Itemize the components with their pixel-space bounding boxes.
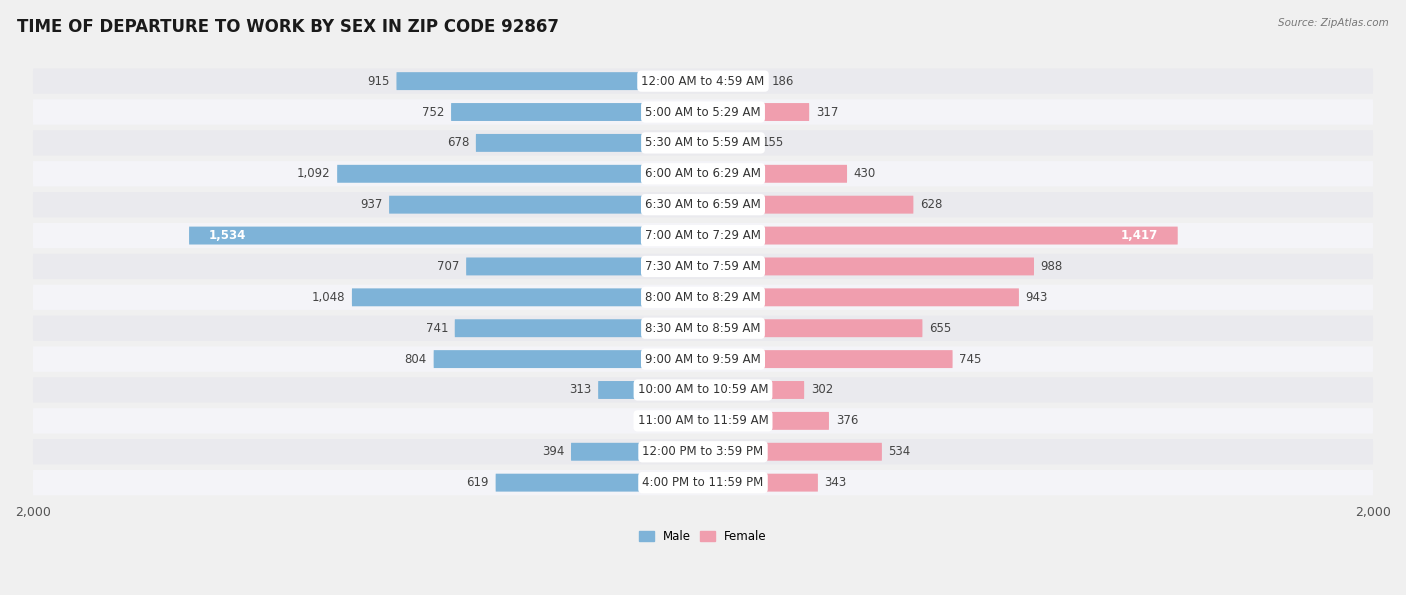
FancyBboxPatch shape <box>467 258 703 275</box>
FancyBboxPatch shape <box>496 474 703 491</box>
Text: 317: 317 <box>815 105 838 118</box>
Text: 1,534: 1,534 <box>209 229 246 242</box>
FancyBboxPatch shape <box>703 320 922 337</box>
FancyBboxPatch shape <box>703 196 914 214</box>
FancyBboxPatch shape <box>32 439 1374 465</box>
Text: 6:30 AM to 6:59 AM: 6:30 AM to 6:59 AM <box>645 198 761 211</box>
FancyBboxPatch shape <box>451 103 703 121</box>
Text: 8:30 AM to 8:59 AM: 8:30 AM to 8:59 AM <box>645 322 761 335</box>
Text: 5:30 AM to 5:59 AM: 5:30 AM to 5:59 AM <box>645 136 761 149</box>
FancyBboxPatch shape <box>352 289 703 306</box>
FancyBboxPatch shape <box>703 103 810 121</box>
FancyBboxPatch shape <box>703 412 830 430</box>
Text: 707: 707 <box>437 260 460 273</box>
FancyBboxPatch shape <box>475 134 703 152</box>
FancyBboxPatch shape <box>679 412 703 430</box>
Text: 73: 73 <box>657 414 672 427</box>
FancyBboxPatch shape <box>32 284 1374 310</box>
FancyBboxPatch shape <box>703 350 953 368</box>
Text: 5:00 AM to 5:29 AM: 5:00 AM to 5:29 AM <box>645 105 761 118</box>
Text: 11:00 AM to 11:59 AM: 11:00 AM to 11:59 AM <box>638 414 768 427</box>
FancyBboxPatch shape <box>32 99 1374 125</box>
Text: 302: 302 <box>811 384 834 396</box>
Text: 313: 313 <box>569 384 592 396</box>
FancyBboxPatch shape <box>32 192 1374 217</box>
Text: 915: 915 <box>367 74 389 87</box>
Text: 155: 155 <box>762 136 785 149</box>
FancyBboxPatch shape <box>703 72 765 90</box>
FancyBboxPatch shape <box>32 223 1374 248</box>
FancyBboxPatch shape <box>32 68 1374 94</box>
Text: 343: 343 <box>824 476 846 489</box>
FancyBboxPatch shape <box>32 254 1374 279</box>
FancyBboxPatch shape <box>32 346 1374 372</box>
Text: 745: 745 <box>959 353 981 365</box>
Text: 7:00 AM to 7:29 AM: 7:00 AM to 7:29 AM <box>645 229 761 242</box>
FancyBboxPatch shape <box>454 320 703 337</box>
FancyBboxPatch shape <box>703 134 755 152</box>
Text: Source: ZipAtlas.com: Source: ZipAtlas.com <box>1278 18 1389 28</box>
Legend: Male, Female: Male, Female <box>634 525 772 548</box>
FancyBboxPatch shape <box>598 381 703 399</box>
FancyBboxPatch shape <box>703 443 882 461</box>
Text: 534: 534 <box>889 445 911 458</box>
Text: 1,417: 1,417 <box>1121 229 1157 242</box>
FancyBboxPatch shape <box>703 289 1019 306</box>
FancyBboxPatch shape <box>703 381 804 399</box>
Text: 12:00 PM to 3:59 PM: 12:00 PM to 3:59 PM <box>643 445 763 458</box>
FancyBboxPatch shape <box>32 161 1374 186</box>
Text: 741: 741 <box>426 322 449 335</box>
Text: 12:00 AM to 4:59 AM: 12:00 AM to 4:59 AM <box>641 74 765 87</box>
Text: 619: 619 <box>467 476 489 489</box>
FancyBboxPatch shape <box>32 130 1374 155</box>
Text: 804: 804 <box>405 353 427 365</box>
Text: 7:30 AM to 7:59 AM: 7:30 AM to 7:59 AM <box>645 260 761 273</box>
Text: TIME OF DEPARTURE TO WORK BY SEX IN ZIP CODE 92867: TIME OF DEPARTURE TO WORK BY SEX IN ZIP … <box>17 18 558 36</box>
Text: 655: 655 <box>929 322 952 335</box>
FancyBboxPatch shape <box>571 443 703 461</box>
FancyBboxPatch shape <box>703 165 846 183</box>
Text: 10:00 AM to 10:59 AM: 10:00 AM to 10:59 AM <box>638 384 768 396</box>
Text: 8:00 AM to 8:29 AM: 8:00 AM to 8:29 AM <box>645 291 761 304</box>
FancyBboxPatch shape <box>396 72 703 90</box>
FancyBboxPatch shape <box>337 165 703 183</box>
FancyBboxPatch shape <box>703 227 1178 245</box>
Text: 628: 628 <box>920 198 942 211</box>
Text: 752: 752 <box>422 105 444 118</box>
Text: 6:00 AM to 6:29 AM: 6:00 AM to 6:29 AM <box>645 167 761 180</box>
Text: 1,048: 1,048 <box>312 291 346 304</box>
FancyBboxPatch shape <box>32 408 1374 434</box>
Text: 937: 937 <box>360 198 382 211</box>
FancyBboxPatch shape <box>32 470 1374 495</box>
Text: 678: 678 <box>447 136 470 149</box>
Text: 988: 988 <box>1040 260 1063 273</box>
FancyBboxPatch shape <box>32 377 1374 403</box>
Text: 4:00 PM to 11:59 PM: 4:00 PM to 11:59 PM <box>643 476 763 489</box>
FancyBboxPatch shape <box>433 350 703 368</box>
FancyBboxPatch shape <box>703 474 818 491</box>
FancyBboxPatch shape <box>389 196 703 214</box>
Text: 376: 376 <box>835 414 858 427</box>
Text: 186: 186 <box>772 74 794 87</box>
Text: 394: 394 <box>541 445 564 458</box>
Text: 943: 943 <box>1025 291 1047 304</box>
Text: 1,092: 1,092 <box>297 167 330 180</box>
FancyBboxPatch shape <box>32 315 1374 341</box>
Text: 9:00 AM to 9:59 AM: 9:00 AM to 9:59 AM <box>645 353 761 365</box>
FancyBboxPatch shape <box>703 258 1033 275</box>
Text: 430: 430 <box>853 167 876 180</box>
FancyBboxPatch shape <box>188 227 703 245</box>
